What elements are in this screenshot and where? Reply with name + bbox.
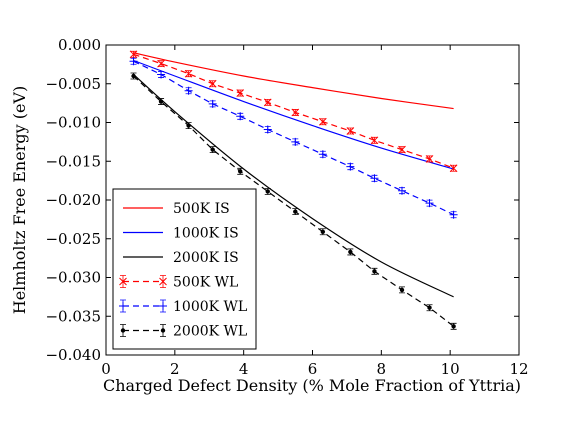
data-point bbox=[265, 189, 270, 194]
data-point bbox=[320, 229, 326, 234]
x-axis-label: Charged Defect Density (% Mole Fraction … bbox=[103, 376, 521, 395]
y-axis-label: Helmholtz Free Energy (eV) bbox=[10, 86, 29, 314]
data-point bbox=[208, 79, 217, 88]
data-point bbox=[131, 73, 136, 79]
y-tick-label: −0.025 bbox=[45, 230, 101, 248]
legend: 500K IS 1000K IS 2000K IS 500K WL 1000K WL 20… bbox=[112, 188, 257, 350]
series-line bbox=[133, 59, 454, 170]
legend-entry: 2000K WL bbox=[120, 324, 247, 340]
series bbox=[133, 59, 454, 170]
legend-label: 2000K IS bbox=[173, 250, 239, 266]
data-point bbox=[157, 59, 165, 68]
data-point bbox=[399, 287, 405, 293]
data-point bbox=[348, 249, 353, 255]
data-point bbox=[427, 305, 432, 310]
data-point bbox=[119, 302, 127, 310]
data-point bbox=[158, 99, 164, 104]
y-tick-label: −0.040 bbox=[45, 346, 101, 364]
legend-label: 500K WL bbox=[173, 275, 238, 291]
data-point bbox=[184, 86, 193, 95]
y-tick-label: −0.010 bbox=[45, 114, 101, 132]
data-point bbox=[370, 136, 379, 145]
legend-label: 1000K WL bbox=[173, 299, 247, 315]
y-tick-label: −0.015 bbox=[45, 152, 101, 170]
legend-entry: 1000K WL bbox=[119, 299, 247, 315]
x-tick-label: 4 bbox=[239, 360, 249, 378]
legend-entry: 500K WL bbox=[119, 275, 238, 291]
data-point bbox=[120, 328, 126, 333]
series bbox=[129, 57, 458, 219]
data-point bbox=[236, 89, 245, 97]
y-tick-label: −0.005 bbox=[45, 75, 101, 93]
legend-entry: 2000K IS bbox=[123, 250, 239, 266]
data-point bbox=[263, 98, 272, 107]
y-tick-label: −0.030 bbox=[45, 269, 101, 287]
data-point bbox=[210, 147, 215, 152]
data-point bbox=[451, 324, 456, 329]
legend-box bbox=[112, 188, 257, 350]
data-point bbox=[318, 150, 327, 159]
data-point bbox=[129, 57, 138, 66]
data-point bbox=[346, 127, 355, 135]
series-line bbox=[133, 74, 454, 298]
data-point bbox=[372, 269, 377, 274]
data-point bbox=[208, 99, 217, 108]
series-line bbox=[133, 52, 454, 110]
series bbox=[133, 52, 454, 110]
x-tick-label: 2 bbox=[170, 360, 180, 378]
data-point bbox=[449, 164, 458, 173]
data-point bbox=[370, 174, 379, 183]
series-layer bbox=[129, 50, 458, 330]
data-point bbox=[263, 125, 272, 134]
data-point bbox=[119, 277, 127, 286]
data-point bbox=[449, 210, 458, 219]
legend-label: 2000K WL bbox=[173, 324, 247, 340]
data-point bbox=[159, 277, 167, 286]
data-point bbox=[291, 108, 300, 117]
data-point bbox=[186, 123, 191, 128]
x-tick-label: 0 bbox=[101, 360, 111, 378]
data-point bbox=[346, 162, 355, 171]
data-point bbox=[397, 186, 406, 195]
series bbox=[129, 50, 458, 173]
x-tick-label: 12 bbox=[509, 360, 528, 378]
series bbox=[130, 72, 457, 330]
data-point bbox=[398, 145, 406, 154]
data-point bbox=[318, 117, 327, 126]
data-point bbox=[425, 199, 434, 208]
y-tick-label: 0.000 bbox=[58, 36, 101, 54]
ticks-layer: 0 2 4 6 8 10 12 0.000 −0.005 −0.010 −0.015 −0.020 −0… bbox=[45, 36, 528, 378]
y-tick-label: −0.035 bbox=[45, 307, 101, 325]
x-tick-label: 10 bbox=[441, 360, 460, 378]
data-point bbox=[238, 169, 243, 174]
data-point bbox=[160, 328, 166, 333]
data-point bbox=[159, 302, 167, 310]
legend-entry: 500K IS bbox=[123, 201, 230, 217]
data-point bbox=[184, 69, 193, 78]
legend-label: 1000K IS bbox=[173, 226, 239, 242]
x-tick-label: 8 bbox=[377, 360, 387, 378]
data-point bbox=[293, 209, 298, 214]
data-point bbox=[129, 50, 138, 59]
data-point bbox=[425, 155, 434, 163]
legend-entry: 1000K IS bbox=[123, 226, 239, 242]
data-point bbox=[291, 137, 300, 146]
legend-label: 500K IS bbox=[173, 201, 230, 217]
y-tick-label: −0.020 bbox=[45, 191, 101, 209]
x-tick-label: 6 bbox=[308, 360, 318, 378]
data-point bbox=[157, 70, 166, 79]
data-point bbox=[236, 112, 245, 121]
series bbox=[133, 74, 454, 298]
